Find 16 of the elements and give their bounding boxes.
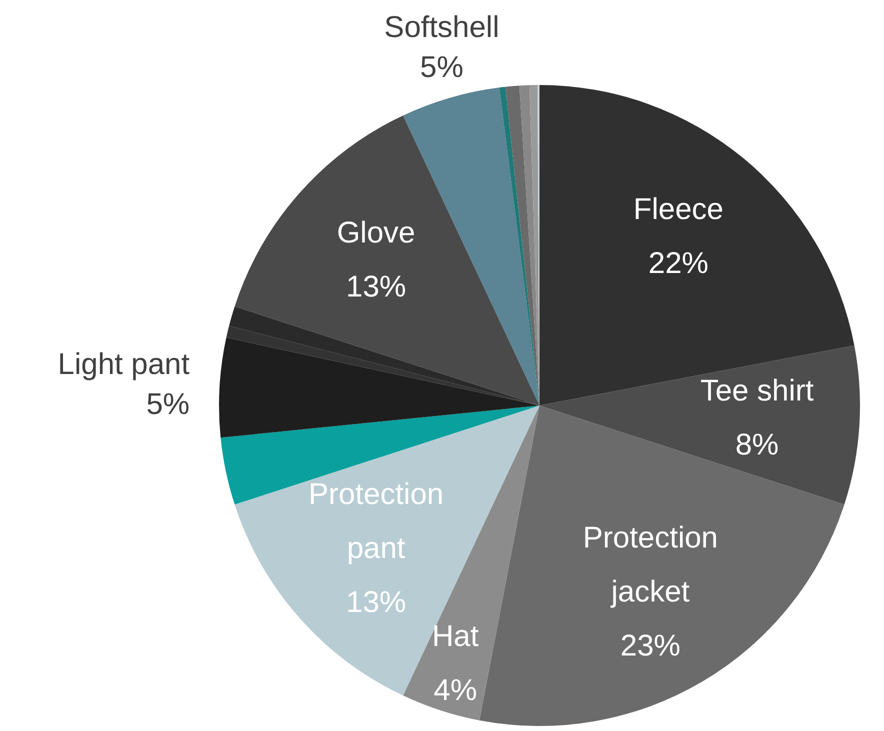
data-label: 13% xyxy=(346,586,406,619)
data-label: 5% xyxy=(146,388,190,421)
slice-label: Hat xyxy=(432,620,480,653)
data-label: 4% xyxy=(434,674,477,707)
slice-label: Fleece xyxy=(633,192,724,226)
data-label: 5% xyxy=(420,51,464,84)
data-label: 22% xyxy=(648,246,708,280)
slice-label: Light pant xyxy=(58,348,190,381)
slice-label: Glove xyxy=(336,216,416,250)
slice-label: Softshell xyxy=(384,11,500,44)
data-label: 23% xyxy=(620,629,680,662)
slice-label: Protection pant xyxy=(308,478,444,565)
slice-label: Tee shirt xyxy=(700,374,814,408)
data-label: 13% xyxy=(346,270,406,304)
data-label: 8% xyxy=(735,428,779,462)
slice-label: Protection jacket xyxy=(582,521,718,608)
